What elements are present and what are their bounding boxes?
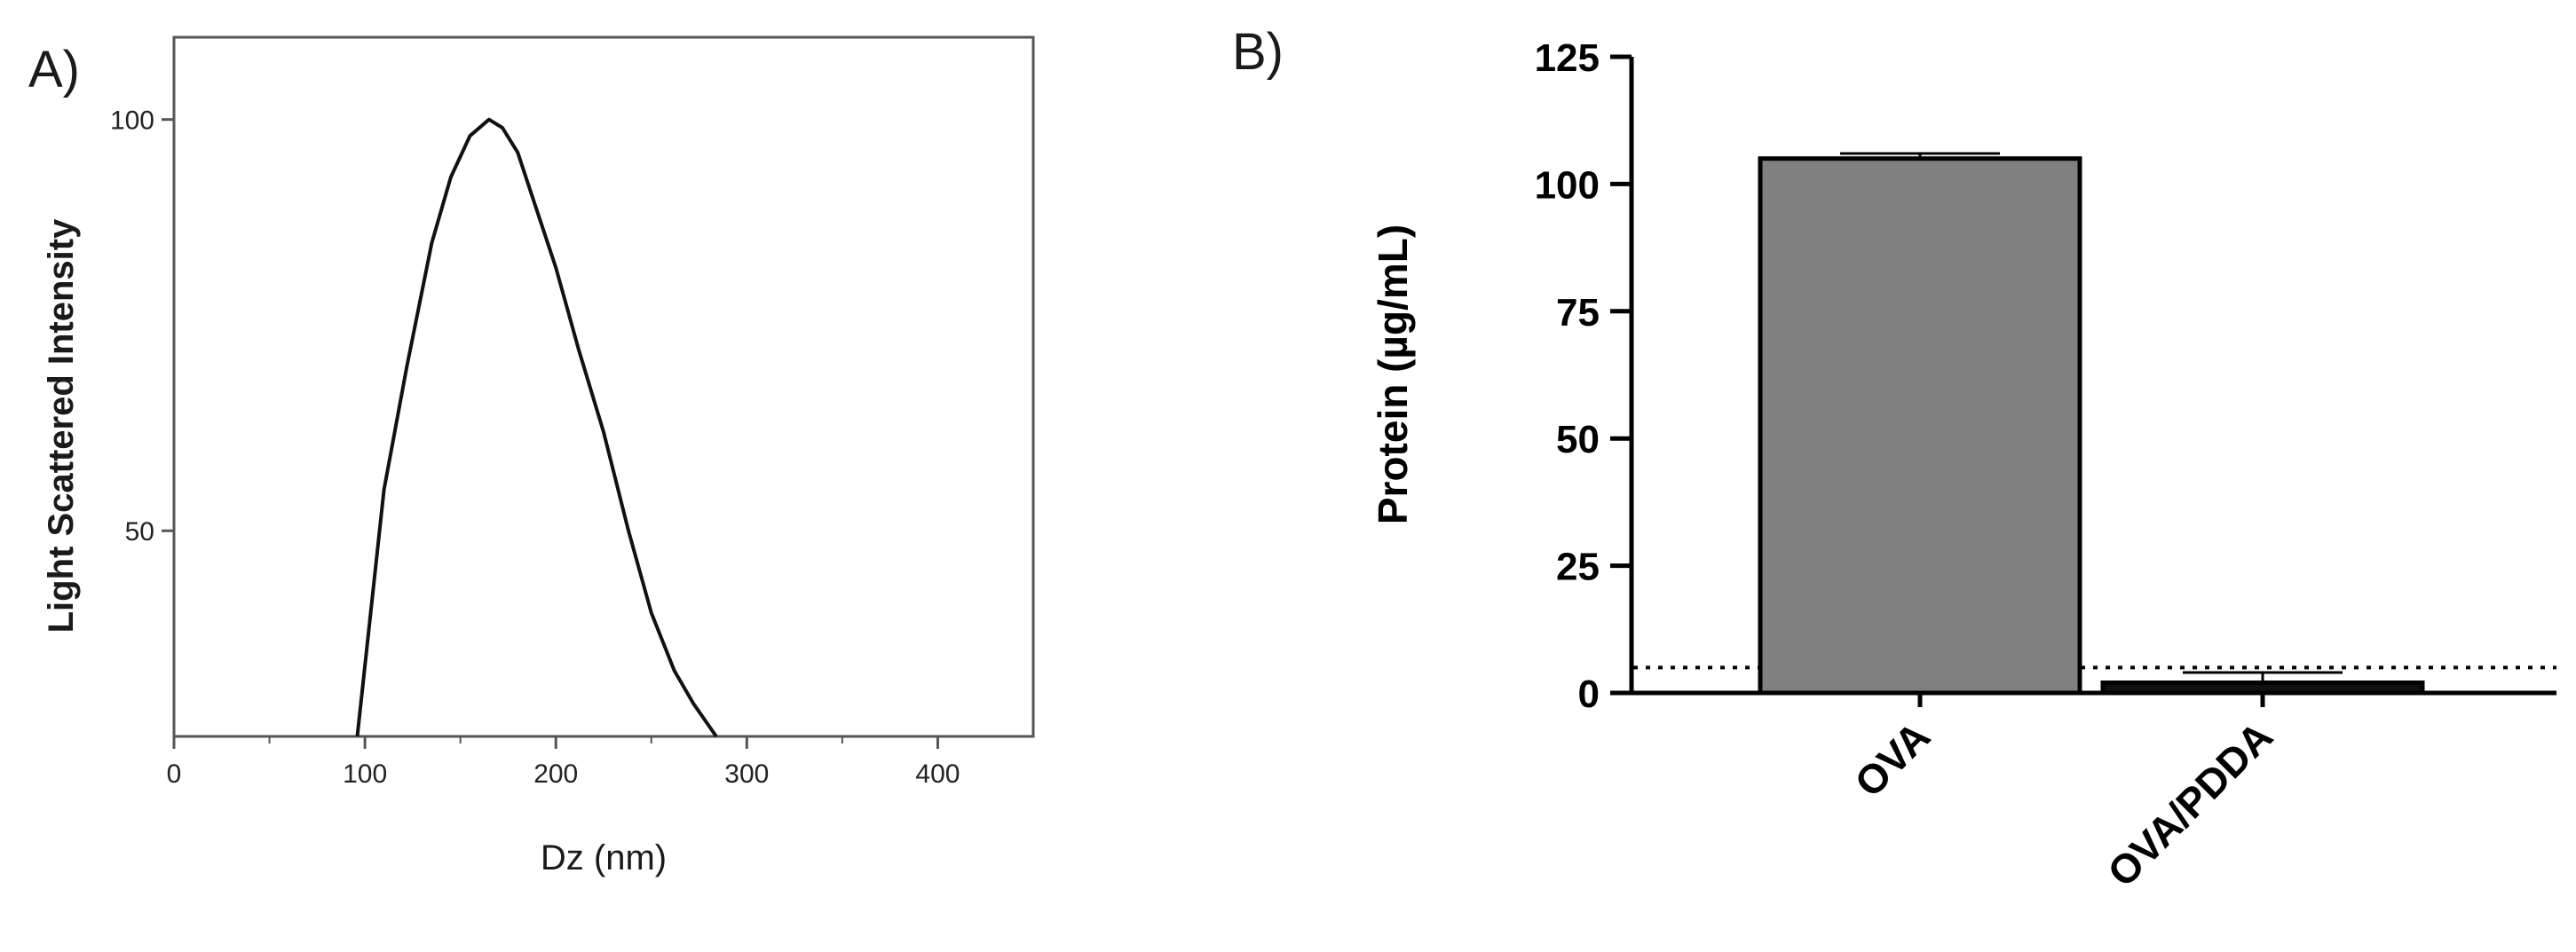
panel-b-y-tick-label: 50: [1556, 418, 1600, 461]
panel-b-bar-ova: [1758, 156, 2082, 696]
panel-a-x-tick-label: 400: [915, 759, 960, 789]
panel-a-x-axis-title: Dz (nm): [541, 838, 667, 877]
panel-a-y-axis-title: Light Scattered Intensity: [42, 218, 81, 633]
panel-b-y-tick-label: 75: [1556, 291, 1600, 334]
panel-b-bar-ova-pdda: [2100, 681, 2425, 696]
panel-a-frame: [172, 35, 1035, 738]
panel-a-y-tick-label: 100: [110, 106, 154, 136]
panel-a-label: A): [28, 41, 80, 98]
panel-a-x-ticks: 0 100 200 300 400: [167, 736, 960, 789]
panel-a-y-tick-label: 50: [125, 517, 154, 547]
panel-a-intensity-curve: [355, 117, 718, 738]
panel-a: A) 0 100 200 300 400 50 100 Dz (nm) Light Sca…: [28, 35, 1035, 877]
panel-b-label: B): [1232, 23, 1284, 81]
panel-b-y-tick-label: 125: [1535, 36, 1600, 80]
panel-b-y-tick-label: 100: [1535, 163, 1600, 207]
panel-b-y-axis-title: Protein (µg/mL): [1370, 224, 1416, 524]
panel-a-x-tick-label: 0: [167, 759, 182, 789]
panel-a-y-ticks: 50 100: [110, 106, 174, 547]
panel-a-x-tick-label: 300: [724, 759, 769, 789]
panel-a-x-tick-label: 100: [343, 759, 387, 789]
panel-a-x-tick-label: 200: [533, 759, 578, 789]
panel-b-y-ticks: 0 25 50 75 100 125: [1535, 36, 1632, 716]
panel-b-y-tick-label: 0: [1578, 673, 1600, 716]
panel-b-y-tick-label: 25: [1556, 546, 1600, 589]
